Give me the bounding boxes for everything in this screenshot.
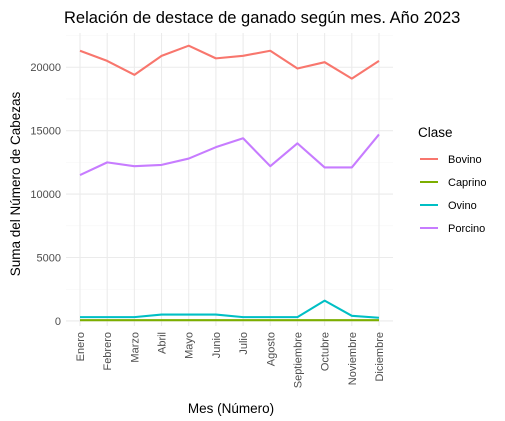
grid-minor <box>66 35 393 290</box>
legend-label: Porcino <box>448 223 485 235</box>
legend-label: Caprino <box>448 177 487 189</box>
legend-keys: Bovino Caprino Ovino Porcino <box>420 154 487 235</box>
x-tick-label: Noviembre <box>347 332 359 385</box>
x-tick-label: Septiembre <box>292 332 304 388</box>
series-line-ovino <box>80 299 380 319</box>
x-tick-label: Enero <box>75 332 87 361</box>
legend-title: Clase <box>418 125 453 140</box>
y-tick-label: 10000 <box>30 189 61 201</box>
legend: Clase Bovino Caprino Ovino Porcino <box>418 125 487 235</box>
x-tick-label: Diciembre <box>374 332 386 382</box>
series-line-bovino <box>79 44 380 80</box>
y-axis-title: Suma del Número de Cabezas <box>8 91 23 276</box>
y-tick-label: 15000 <box>30 126 61 138</box>
x-tick-label: Abril <box>157 332 169 354</box>
series-line-porcino <box>79 133 380 177</box>
x-axis-title: Mes (Número) <box>188 401 274 416</box>
x-tick-label: Febrero <box>102 332 114 371</box>
y-tick-label: 20000 <box>30 62 61 74</box>
x-tick-label: Mayo <box>184 332 196 359</box>
series-lines <box>79 44 380 322</box>
y-tick-label: 0 <box>55 316 61 328</box>
plot-panel <box>66 33 393 326</box>
x-tick-label: Junio <box>211 332 223 358</box>
x-tick-label: Agosto <box>265 332 277 366</box>
chart-title: Relación de destace de ganado según mes.… <box>64 9 460 27</box>
x-axis-ticks: Enero Febrero Marzo Abril Mayo Junio Julio Agos… <box>75 332 386 388</box>
x-tick-label: Marzo <box>129 332 141 363</box>
legend-label: Bovino <box>448 154 482 166</box>
y-tick-label: 5000 <box>37 253 61 265</box>
legend-label: Ovino <box>448 200 477 212</box>
grid-major <box>66 33 393 326</box>
y-axis-ticks: 0 5000 10000 15000 20000 <box>30 62 61 328</box>
x-tick-label: Julio <box>238 332 250 355</box>
x-tick-label: Octubre <box>320 332 332 371</box>
